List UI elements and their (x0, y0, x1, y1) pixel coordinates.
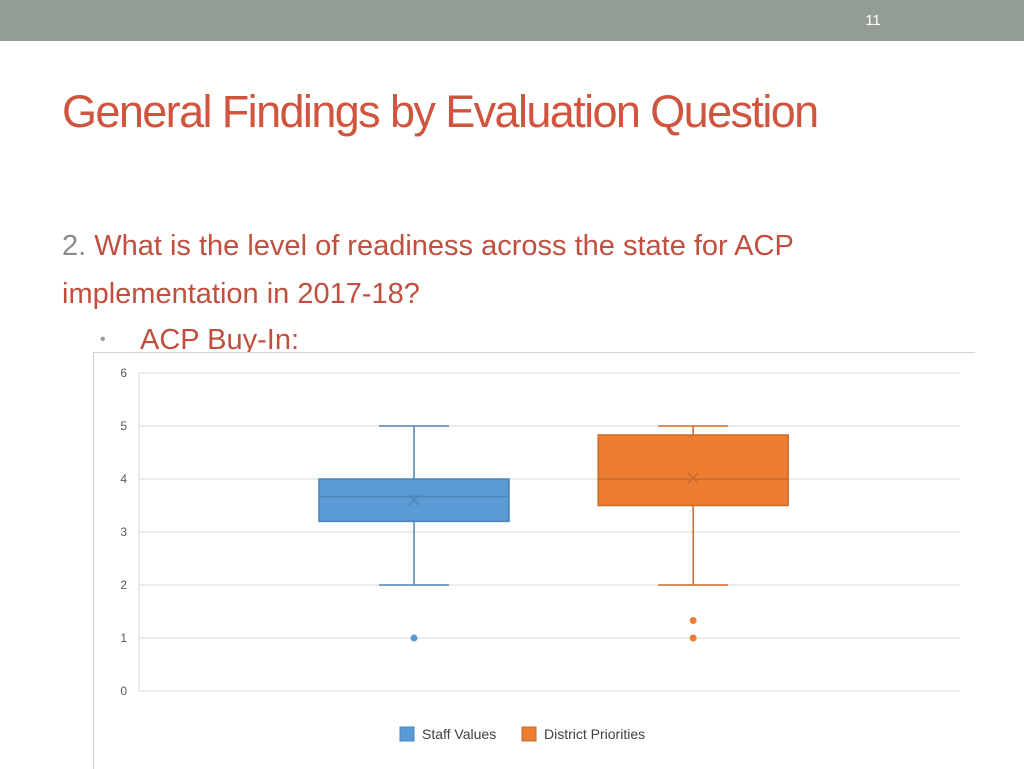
bullet-label: ACP Buy-In: (140, 324, 300, 356)
y-tick-label: 6 (120, 366, 127, 380)
outlier-point (410, 634, 418, 642)
top-bar: 11 (0, 0, 1024, 41)
y-tick-label: 2 (120, 578, 127, 592)
mean-marker (408, 494, 420, 506)
bullet-dot-icon: • (100, 331, 106, 348)
mean-marker (687, 472, 699, 484)
legend-label: Staff Values (422, 726, 496, 742)
y-tick-label: 1 (120, 631, 127, 645)
outlier-point (689, 617, 697, 625)
chart-svg: 0 1 2 3 4 5 6 Staff Values District Priorities (120, 366, 960, 742)
question-text-block: 2. What is the level of readiness across… (62, 222, 962, 318)
slide-number: 11 (865, 12, 881, 29)
y-tick-label: 0 (120, 684, 127, 698)
box-plot-chart: 0 1 2 3 4 5 6 Staff Values District Priorities (93, 352, 975, 769)
slide-title: General Findings by Evaluation Question (62, 86, 819, 137)
outlier-point (689, 634, 697, 642)
question-text: What is the level of readiness across th… (62, 230, 794, 310)
bullet-item: • ACP Buy-In: (100, 322, 299, 358)
y-tick-label: 4 (120, 472, 127, 486)
legend-swatch (521, 726, 537, 742)
box (597, 434, 789, 507)
legend-swatch (399, 726, 415, 742)
y-tick-label: 3 (120, 525, 127, 539)
legend-label: District Priorities (544, 726, 645, 742)
y-tick-label: 5 (120, 419, 127, 433)
question-number: 2. (62, 230, 87, 262)
